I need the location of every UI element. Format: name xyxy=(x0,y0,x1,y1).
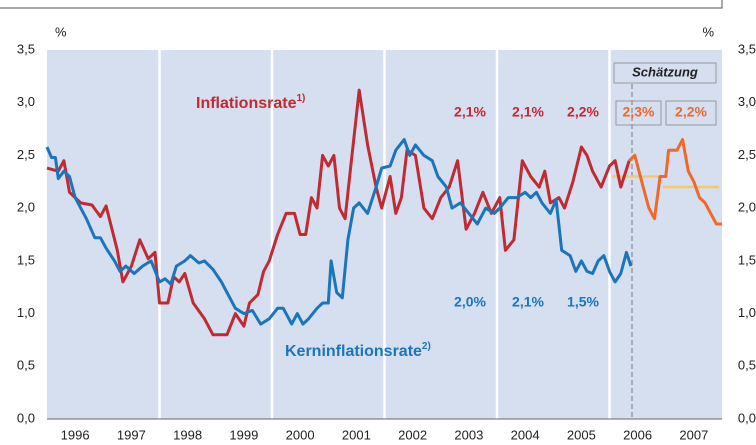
inflation-average-label: 2,1% xyxy=(512,104,544,120)
x-tick-label: 1996 xyxy=(61,427,90,442)
series-line xyxy=(46,88,631,337)
inflation-average-label: 2,1% xyxy=(454,104,486,120)
x-tick-label: 2000 xyxy=(286,427,315,442)
x-tick-label: 2003 xyxy=(454,427,483,442)
core-average-label: 1,5% xyxy=(567,294,599,310)
x-tick-label: 1999 xyxy=(229,427,258,442)
y2-tick-label: 1,0 xyxy=(738,305,756,320)
x-tick-label: 2001 xyxy=(342,427,371,442)
y2-tick-label: 2,0 xyxy=(738,200,756,215)
y2-tick-label: 2,5 xyxy=(738,147,756,162)
x-tick-label: 2006 xyxy=(623,427,652,442)
y-tick-label: 1,0 xyxy=(17,305,35,320)
x-tick-label: 2005 xyxy=(567,427,596,442)
y-tick-label: 3,0 xyxy=(17,94,35,109)
y2-tick-label: 0,5 xyxy=(738,358,756,373)
forecast-value-box xyxy=(665,100,717,126)
y2-tick-label: 3,5 xyxy=(738,41,756,56)
y2-unit: % xyxy=(702,24,714,39)
series-note: 2) xyxy=(422,341,431,352)
x-tick-label: 1997 xyxy=(117,427,146,442)
forecast-box xyxy=(613,62,717,84)
series-name: Kerninflationsrate xyxy=(285,343,422,360)
y-unit: % xyxy=(55,24,67,39)
series-line xyxy=(628,138,722,226)
y-tick-label: 1,5 xyxy=(17,252,35,267)
series-name: Inflationsrate xyxy=(196,95,297,112)
y-tick-label: 2,0 xyxy=(17,200,35,215)
series-label: Inflationsrate1) xyxy=(196,93,305,113)
series-note: 1) xyxy=(296,93,305,104)
series-line xyxy=(45,138,633,326)
forecast-average-label: 2,3% xyxy=(623,104,655,120)
y-tick-label: 2,5 xyxy=(17,147,35,162)
y2-tick-label: 3,0 xyxy=(738,94,756,109)
series-label: Kerninflationsrate2) xyxy=(285,341,431,361)
x-tick-label: 1998 xyxy=(173,427,202,442)
x-tick-label: 2007 xyxy=(679,427,708,442)
x-tick-label: 2002 xyxy=(398,427,427,442)
forecast-label: Schätzung xyxy=(632,64,698,79)
y2-tick-label: 0,0 xyxy=(738,410,756,425)
y-tick-label: 3,5 xyxy=(17,41,35,56)
y-tick-label: 0,0 xyxy=(17,410,35,425)
forecast-value-box xyxy=(615,100,662,126)
frame xyxy=(0,0,723,9)
forecast-average-label: 2,2% xyxy=(675,104,707,120)
inflation-average-label: 2,2% xyxy=(567,104,599,120)
core-average-label: 2,0% xyxy=(454,294,486,310)
x-tick-label: 2004 xyxy=(511,427,540,442)
y-tick-label: 0,5 xyxy=(17,358,35,373)
core-average-label: 2,1% xyxy=(512,294,544,310)
y2-tick-label: 1,5 xyxy=(738,252,756,267)
